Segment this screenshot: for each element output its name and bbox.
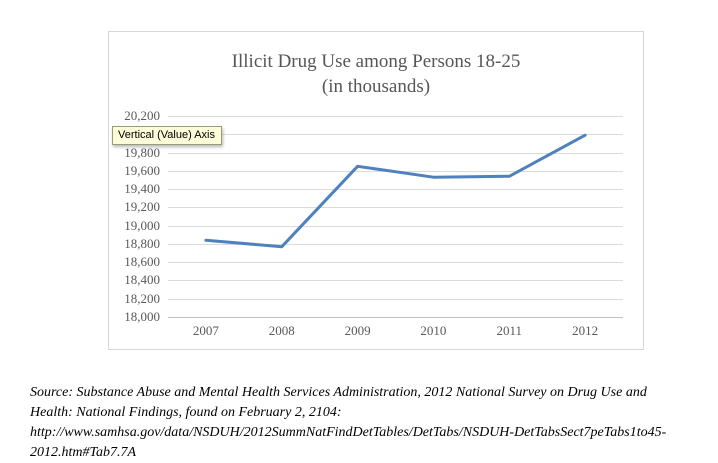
- source-line-2: Health: National Findings, found on Febr…: [30, 405, 342, 420]
- chart-title: Illicit Drug Use among Persons 18-25 (in…: [109, 49, 643, 99]
- x-tick-label: 2009: [344, 323, 371, 338]
- source-line-1: Source: Substance Abuse and Mental Healt…: [30, 385, 647, 400]
- y-tick-label: 18,400: [124, 272, 160, 288]
- x-tick-label: 2010: [420, 323, 447, 338]
- y-tick-label: 20,200: [124, 108, 160, 123]
- axis-tooltip: Vertical (Value) Axis: [112, 126, 223, 145]
- y-tick-label: 19,600: [124, 162, 160, 178]
- y-tick-label: 18,600: [124, 254, 160, 270]
- x-tick-label: 2011: [496, 323, 523, 338]
- y-tick-label: 19,200: [124, 199, 160, 215]
- y-tick-label: 18,200: [124, 290, 160, 306]
- y-tick-label: 19,800: [124, 144, 160, 160]
- source-citation: Source: Substance Abuse and Mental Healt…: [30, 383, 666, 463]
- chart-title-line1: Illicit Drug Use among Persons 18-25: [231, 51, 521, 72]
- y-tick-label: 19,400: [124, 181, 160, 197]
- y-tick-label: 18,800: [124, 235, 160, 251]
- y-tick-label: 18,000: [124, 309, 160, 324]
- x-tick-label: 2012: [572, 323, 599, 338]
- x-tick-label: 2008: [268, 323, 295, 338]
- axis-tooltip-text: Vertical (Value) Axis: [118, 129, 216, 141]
- source-line-4: 2012.htm#Tab7.7A: [30, 445, 137, 460]
- x-tick-label: 2007: [192, 323, 219, 338]
- y-tick-label: 19,000: [124, 217, 160, 233]
- series-line[interactable]: [204, 133, 587, 249]
- chart-container[interactable]: Illicit Drug Use among Persons 18-25 (in…: [108, 31, 644, 350]
- source-line-3: http://www.samhsa.gov/data/NSDUH/2012Sum…: [30, 425, 667, 440]
- line-chart-svg[interactable]: [168, 116, 623, 319]
- chart-title-line2: (in thousands): [321, 76, 431, 97]
